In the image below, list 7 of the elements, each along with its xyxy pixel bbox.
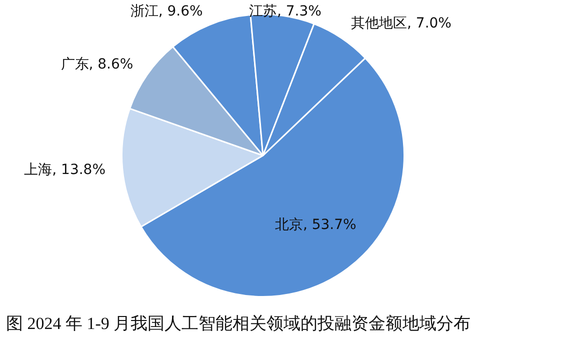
slice-label: 其他地区, 7.0% <box>351 16 452 32</box>
text: 图 2024 年 1-9 月我国人工智能相关领域的投融资金额地域分布 <box>6 313 471 335</box>
slice-label: 江苏, 7.3% <box>248 4 322 20</box>
slice-label: 北京, 53.7% <box>274 217 356 234</box>
slice-label: 浙江, 9.6% <box>130 4 203 20</box>
slice-label: 上海, 13.8% <box>24 162 106 178</box>
slice-label: 广东, 8.6% <box>60 56 134 73</box>
